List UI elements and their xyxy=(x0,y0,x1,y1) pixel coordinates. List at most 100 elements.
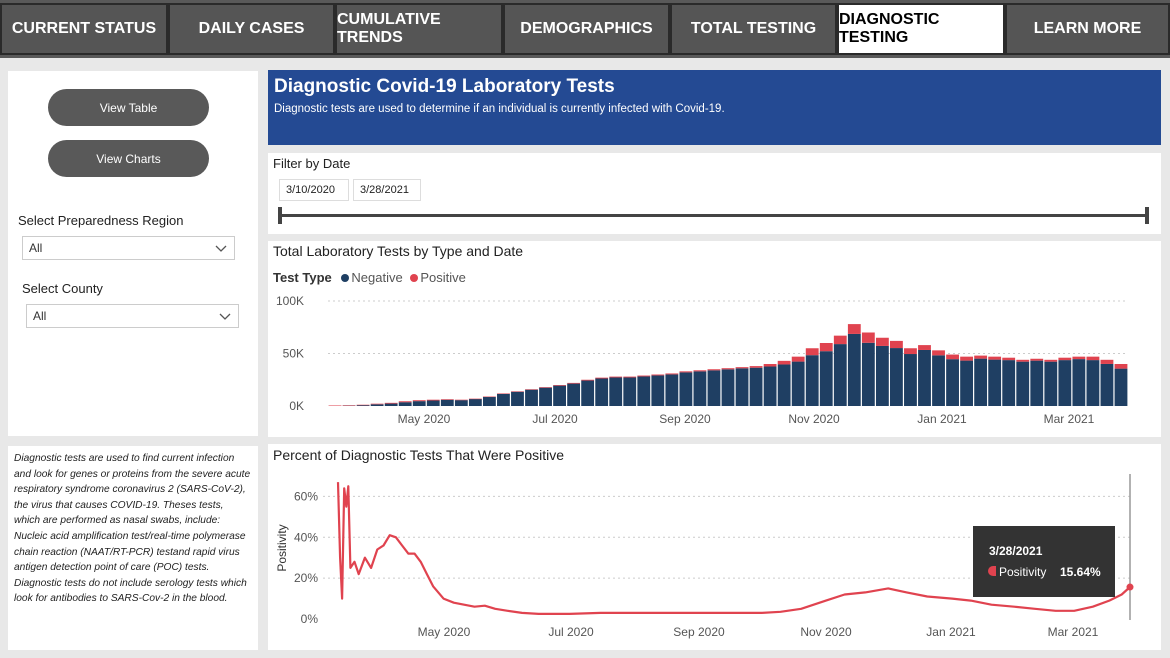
legend-negative: Negative xyxy=(351,270,403,285)
date-slider-track[interactable] xyxy=(280,214,1148,217)
negative-bar xyxy=(679,372,693,406)
positive-bar xyxy=(847,324,861,334)
positive-bar xyxy=(805,348,819,356)
positive-bar xyxy=(581,379,595,381)
negative-bar xyxy=(1114,368,1128,406)
tab-total-testing[interactable]: TOTAL TESTING xyxy=(670,3,837,55)
positive-bar xyxy=(539,387,552,388)
negative-bar xyxy=(1044,361,1058,406)
positive-bar xyxy=(356,404,370,406)
filter-label: Filter by Date xyxy=(273,156,351,171)
positive-bar xyxy=(511,391,524,392)
county-dropdown[interactable]: All xyxy=(26,304,239,328)
view-charts-button[interactable]: View Charts xyxy=(48,140,209,177)
tests-chart-title: Total Laboratory Tests by Type and Date xyxy=(273,243,524,259)
negative-bar xyxy=(497,393,510,406)
negative-bar xyxy=(482,396,496,406)
positive-bar xyxy=(440,399,454,400)
negative-bar xyxy=(553,385,566,406)
date-slider-end-handle[interactable] xyxy=(1145,207,1149,224)
negative-bar xyxy=(539,387,552,406)
x-tick-label: May 2020 xyxy=(418,625,471,639)
positive-bar xyxy=(567,382,581,384)
negative-bar xyxy=(721,369,735,406)
y-tick-label: 100K xyxy=(276,294,304,308)
positive-bar xyxy=(482,396,496,398)
positive-bar xyxy=(875,337,889,346)
negative-bar xyxy=(707,370,721,406)
positive-bar xyxy=(974,355,988,359)
positive-bar xyxy=(497,393,510,394)
positive-bar xyxy=(946,354,959,360)
negative-bar xyxy=(904,354,917,406)
tooltip-value: 15.64% xyxy=(1060,565,1101,579)
negative-bar xyxy=(412,401,426,406)
chevron-down-icon xyxy=(219,313,231,320)
region-value: All xyxy=(29,241,43,255)
negative-bar xyxy=(932,355,945,406)
negative-bar xyxy=(890,348,903,406)
positivity-chart-title: Percent of Diagnostic Tests That Were Po… xyxy=(273,447,565,463)
x-tick-label: Nov 2020 xyxy=(788,412,840,426)
positive-bar xyxy=(525,389,538,390)
positive-bar xyxy=(637,375,651,377)
tab-daily-cases[interactable]: DAILY CASES xyxy=(168,3,335,55)
tab-diagnostic-testing[interactable]: DIAGNOSTIC TESTING xyxy=(837,3,1005,55)
negative-bar xyxy=(946,359,959,406)
end-date-input[interactable]: 3/28/2021 xyxy=(353,179,421,201)
positive-bar xyxy=(904,348,917,355)
positive-bar xyxy=(1072,356,1086,360)
negative-bar xyxy=(1072,359,1086,406)
positive-bar xyxy=(328,405,342,406)
positive-bar xyxy=(833,335,847,345)
view-table-button[interactable]: View Table xyxy=(48,89,209,126)
start-date-input[interactable]: 3/10/2020 xyxy=(279,179,349,201)
negative-bar xyxy=(918,349,931,406)
negative-bar xyxy=(595,378,609,406)
date-slider-start-handle[interactable] xyxy=(278,207,282,224)
positive-bar xyxy=(1030,358,1044,361)
tab-bar: CURRENT STATUS DAILY CASES CUMULATIVE TR… xyxy=(0,0,1170,58)
positive-bar xyxy=(679,371,693,373)
positive-bar xyxy=(595,377,609,379)
positive-bar xyxy=(623,376,637,378)
positive-bar xyxy=(468,398,482,400)
y-tick-label: 40% xyxy=(294,530,318,544)
negative-bar xyxy=(1058,360,1072,406)
region-dropdown[interactable]: All xyxy=(22,236,235,260)
positive-bar xyxy=(791,356,805,362)
positivity-line-chart: 60% 40% 20% 0% Positivity May 2020 Jul 2020 Sep… xyxy=(275,474,1134,639)
x-tick-label: Nov 2020 xyxy=(800,625,852,639)
positive-bar xyxy=(693,370,707,372)
positive-bar xyxy=(721,368,735,370)
positive-bar xyxy=(777,360,791,365)
tests-bar-chart: 100K 50K 0K May 2020 Jul 2020 Sep 2020 Nov 202… xyxy=(276,294,1128,426)
tab-learn-more[interactable]: LEARN MORE xyxy=(1005,3,1170,55)
negative-bar xyxy=(651,375,665,406)
positive-bar xyxy=(454,399,468,401)
negative-bar xyxy=(567,383,581,406)
y-tick-label: 0K xyxy=(289,399,304,413)
page-subtitle: Diagnostic tests are used to determine i… xyxy=(274,103,725,115)
tab-cumulative-trends[interactable]: CUMULATIVE TRENDS xyxy=(335,3,503,55)
negative-bar xyxy=(819,351,833,406)
positive-bar xyxy=(342,405,356,406)
positive-bar xyxy=(398,401,412,403)
negative-bar xyxy=(1002,360,1016,406)
x-tick-label: Sep 2020 xyxy=(659,412,711,426)
positive-bar xyxy=(763,364,777,367)
chart-tooltip: 3/28/2021 Positivity 15.64% xyxy=(973,526,1115,597)
tab-current-status[interactable]: CURRENT STATUS xyxy=(0,3,168,55)
negative-bar xyxy=(1030,360,1044,406)
negative-bar xyxy=(847,333,861,406)
tab-demographics[interactable]: DEMOGRAPHICS xyxy=(503,3,670,55)
positive-bar xyxy=(1114,364,1128,369)
positive-bar xyxy=(735,367,749,369)
positive-bar xyxy=(749,366,763,368)
legend-positive: Positive xyxy=(420,270,466,285)
positive-dot-icon xyxy=(410,274,419,282)
x-tick-label: Jul 2020 xyxy=(532,412,578,426)
negative-bar xyxy=(370,404,384,406)
filter-panel xyxy=(268,153,1161,234)
positive-bar xyxy=(819,343,833,352)
